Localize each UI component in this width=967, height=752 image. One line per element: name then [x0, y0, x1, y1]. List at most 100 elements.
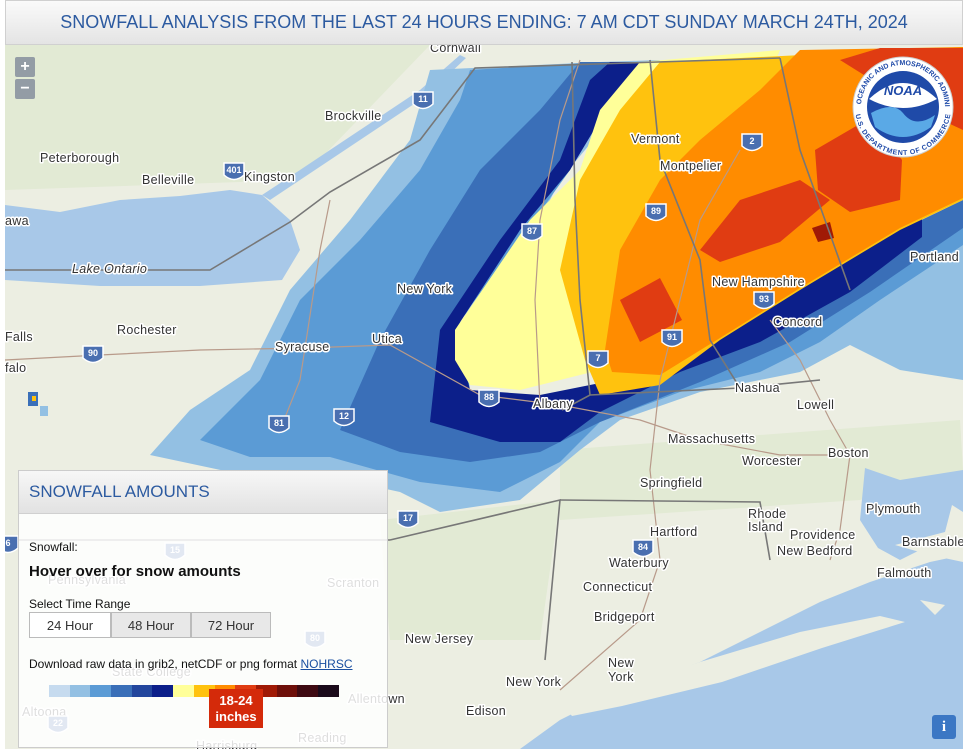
shield [82, 345, 104, 364]
shield [661, 329, 683, 348]
shield-number: 93 [759, 294, 769, 304]
scale-cell[interactable] [152, 685, 174, 697]
place-label: York [608, 670, 634, 684]
download-note: Download raw data in grib2, netCDF or pn… [29, 657, 353, 671]
hover-hint: Hover over for snow amounts [29, 563, 241, 580]
place-label: New Jersey [405, 632, 474, 646]
shield-number: 12 [339, 411, 349, 421]
place-label: Worcester [742, 454, 801, 468]
snowfall-label: Snowfall: [29, 540, 78, 554]
color-scale [49, 685, 339, 697]
shield-number: 81 [274, 418, 284, 428]
place-label: New Bedford [777, 544, 853, 558]
place-label: Massachusetts [668, 432, 755, 446]
place-label: New [608, 656, 635, 670]
place-label: Rochester [117, 323, 177, 337]
islands [560, 505, 963, 716]
shield [5, 535, 19, 554]
shield-number: 6 [5, 538, 10, 548]
shield [753, 291, 775, 310]
tooltip-range: 18-24 [219, 693, 253, 708]
shield-number: 89 [651, 206, 661, 216]
shield-number: 87 [527, 226, 537, 236]
zoom-out-button[interactable]: − [15, 79, 35, 99]
place-label: falo [5, 361, 26, 375]
place-label: New York [397, 282, 453, 296]
place-label: Kingston [244, 170, 295, 184]
place-label: Nashua [735, 381, 780, 395]
forest [5, 45, 963, 640]
place-label: Connecticut [583, 580, 653, 594]
time-range-button[interactable]: 24 Hour [29, 612, 111, 638]
range-label: Select Time Range [29, 597, 131, 611]
shield [268, 415, 290, 434]
scale-cell[interactable] [69, 685, 91, 697]
scale-cell[interactable] [317, 685, 339, 697]
place-label: Falls [5, 330, 33, 344]
place-label: awa [5, 214, 29, 228]
scale-cell[interactable] [49, 685, 70, 697]
place-label: Syracuse [275, 340, 330, 354]
snowfall-areas [28, 47, 963, 512]
shield [478, 389, 500, 408]
shield [521, 223, 543, 242]
time-range-button[interactable]: 72 Hour [191, 612, 271, 638]
scale-tooltip: 18-24 inches [209, 689, 263, 728]
place-label: Vermont [631, 132, 680, 146]
shield-number: 90 [88, 348, 98, 358]
shield-number: 17 [403, 513, 413, 523]
legend-title: SNOWFALL AMOUNTS [19, 471, 387, 514]
shield [397, 510, 419, 529]
place-label: New York [506, 675, 562, 689]
place-label: Island [748, 520, 783, 534]
place-label: Edison [466, 704, 506, 718]
shield [741, 133, 763, 152]
shield-number: 2 [749, 136, 754, 146]
place-label: Utica [372, 332, 402, 346]
legend-panel: SNOWFALL AMOUNTS Snowfall: Hover over fo… [18, 470, 388, 748]
page-header: SNOWFALL ANALYSIS FROM THE LAST 24 HOURS… [5, 0, 963, 45]
download-link[interactable]: NOHRSC [300, 657, 353, 671]
info-button[interactable]: i [932, 715, 956, 739]
place-label: Waterbury [609, 556, 669, 570]
scale-cell[interactable] [297, 685, 318, 697]
shield-number: 88 [484, 392, 494, 402]
place-label: Bridgeport [594, 610, 655, 624]
header-title: SNOWFALL ANALYSIS FROM THE LAST 24 HOURS… [60, 12, 908, 32]
place-label: Concord [773, 315, 822, 329]
shield [632, 539, 654, 558]
shield [223, 162, 245, 181]
noaa-logo: NATIONAL OCEANIC AND ATMOSPHERIC ADMINIS… [852, 56, 954, 158]
scale-cell[interactable] [111, 685, 132, 697]
place-label: Montpelier [660, 159, 721, 173]
shield [333, 408, 355, 427]
shield-number: 11 [418, 94, 428, 104]
place-label: Portland [910, 250, 959, 264]
time-range-button[interactable]: 48 Hour [111, 612, 191, 638]
place-label: Plymouth [866, 502, 921, 516]
scale-cell[interactable] [173, 685, 194, 697]
download-text: Download raw data in grib2, netCDF or pn… [29, 657, 298, 671]
scale-cell[interactable] [131, 685, 153, 697]
shield-number: 91 [667, 332, 677, 342]
tooltip-unit: inches [215, 709, 257, 724]
place-label: Lake Ontario [72, 262, 147, 276]
place-label: Springfield [640, 476, 702, 490]
place-label: Brockville [325, 109, 382, 123]
place-label: Boston [828, 446, 869, 460]
map: Cornwall Brockville Peterborough Belleville… [5, 45, 963, 749]
zoom-in-button[interactable]: + [15, 57, 35, 77]
place-label: Hartford [650, 525, 698, 539]
place-label: Barnstable [902, 535, 963, 549]
place-label: Albany [533, 397, 573, 411]
scale-cell[interactable] [90, 685, 112, 697]
place-label: Cornwall [430, 45, 481, 55]
place-label: Falmouth [877, 566, 932, 580]
shield-number: 7 [595, 353, 600, 363]
place-label: Peterborough [40, 151, 119, 165]
shield [587, 350, 609, 369]
place-label: Lowell [797, 398, 834, 412]
scale-cell[interactable] [276, 685, 298, 697]
shield [412, 91, 434, 110]
